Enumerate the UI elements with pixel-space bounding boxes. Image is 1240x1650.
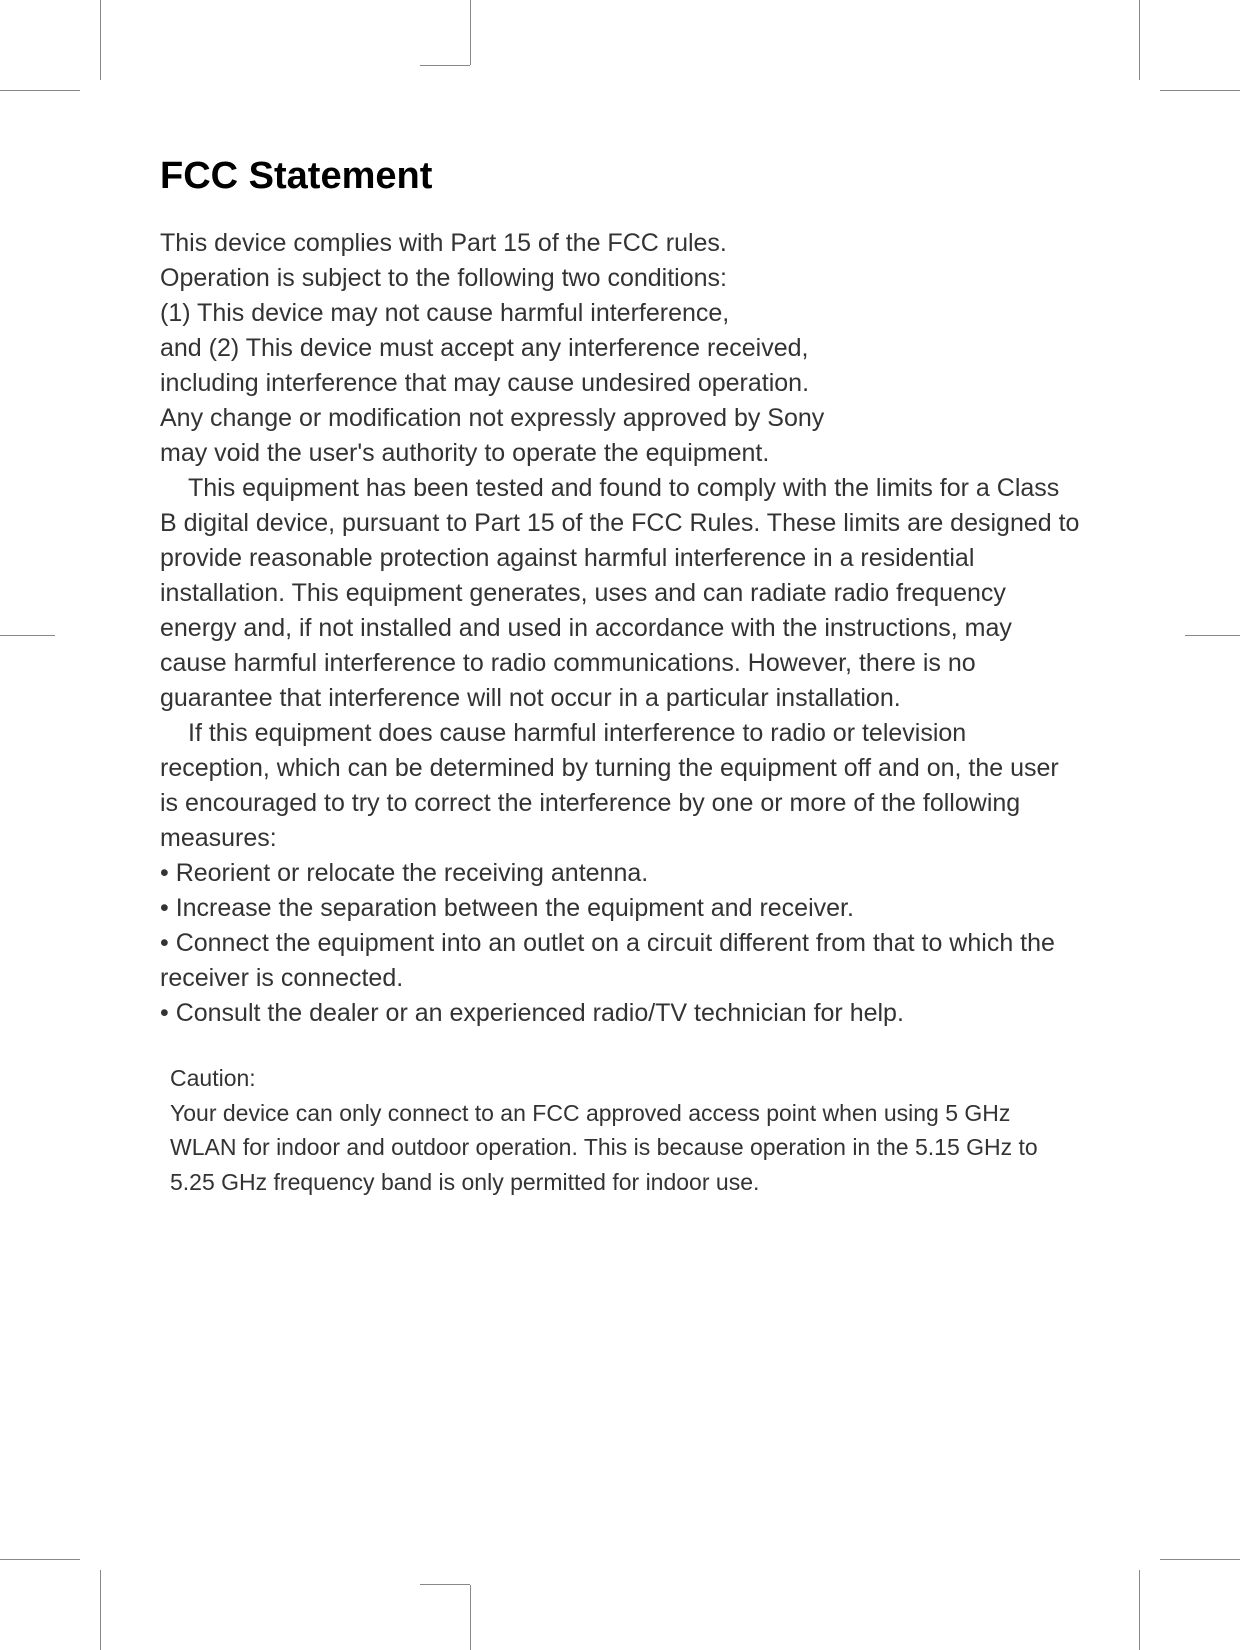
para1-line: This device complies with Part 15 of the… xyxy=(160,226,1080,261)
para1-line: including interference that may cause un… xyxy=(160,366,1080,401)
crop-mark xyxy=(1139,1570,1140,1650)
bullet-item: • Increase the separation between the eq… xyxy=(160,891,1080,926)
crop-mark xyxy=(470,1585,471,1650)
para1-line: Any change or modification not expressly… xyxy=(160,401,1080,436)
page-title: FCC Statement xyxy=(160,155,1080,198)
document-content: FCC Statement This device complies with … xyxy=(160,155,1080,1199)
bullet-item: • Reorient or relocate the receiving ant… xyxy=(160,856,1080,891)
para1-line: and (2) This device must accept any inte… xyxy=(160,331,1080,366)
crop-mark xyxy=(420,1584,470,1585)
caution-block: Caution: Your device can only connect to… xyxy=(160,1061,1080,1199)
crop-mark xyxy=(0,1559,80,1560)
bullet-item: • Consult the dealer or an experienced r… xyxy=(160,996,1080,1031)
crop-mark xyxy=(1185,635,1240,636)
para1-line: Operation is subject to the following tw… xyxy=(160,261,1080,296)
crop-mark xyxy=(420,65,470,66)
crop-mark xyxy=(0,90,80,91)
crop-mark xyxy=(100,0,101,80)
crop-mark xyxy=(1139,0,1140,80)
para1-line: may void the user's authority to operate… xyxy=(160,436,1080,471)
bullet-item: • Connect the equipment into an outlet o… xyxy=(160,926,1080,996)
crop-mark xyxy=(0,635,55,636)
crop-mark xyxy=(470,0,471,65)
crop-mark xyxy=(1160,1559,1240,1560)
para2: This equipment has been tested and found… xyxy=(160,471,1080,716)
crop-mark xyxy=(1160,90,1240,91)
body-text: This device complies with Part 15 of the… xyxy=(160,226,1080,1031)
caution-label: Caution: xyxy=(170,1061,1080,1096)
caution-text: Your device can only connect to an FCC a… xyxy=(170,1096,1080,1200)
crop-mark xyxy=(100,1570,101,1650)
para1-line: (1) This device may not cause harmful in… xyxy=(160,296,1080,331)
para3: If this equipment does cause harmful int… xyxy=(160,716,1080,856)
